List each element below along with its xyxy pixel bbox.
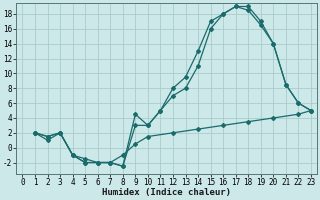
X-axis label: Humidex (Indice chaleur): Humidex (Indice chaleur) xyxy=(102,188,231,197)
